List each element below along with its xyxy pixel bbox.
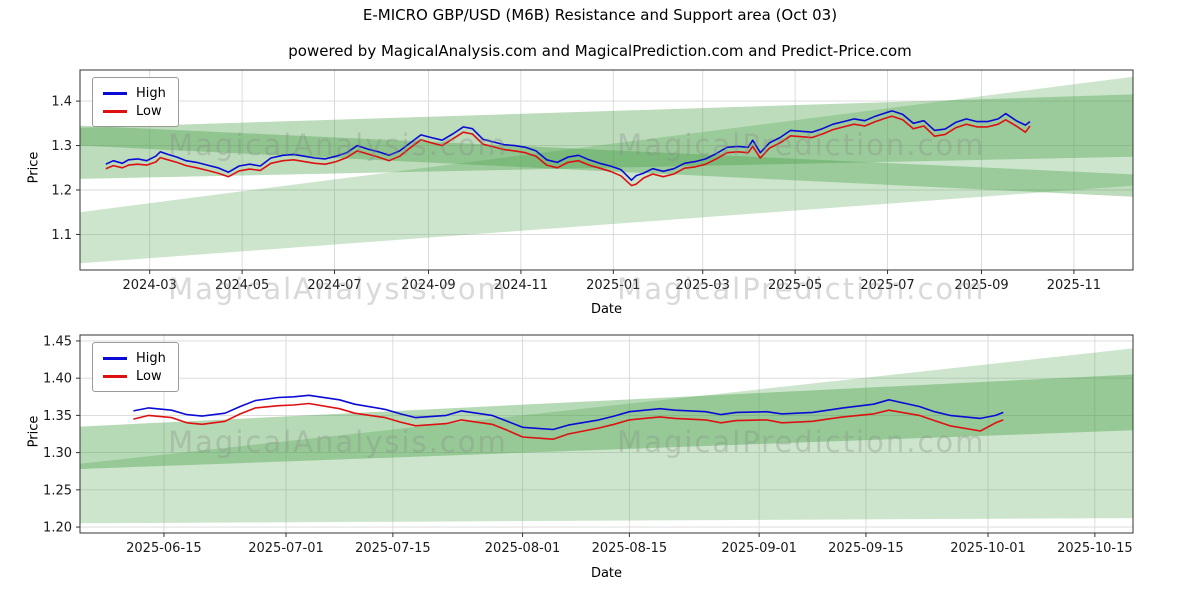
high-line-swatch (103, 91, 127, 95)
legend-bottom: High Low (92, 342, 179, 392)
high-line-swatch (103, 356, 127, 360)
y-tick-label: 1.35 (43, 409, 72, 424)
band-area-2 (80, 125, 1133, 197)
legend-item-low: Low (103, 102, 166, 120)
x-tick-label: 2025-06-15 (126, 541, 202, 556)
band-area-1 (80, 374, 1133, 469)
y-tick-label: 1.1 (51, 228, 72, 243)
band-area-1 (80, 94, 1133, 179)
x-tick-label: 2024-03 (123, 278, 177, 293)
y-tick-label: 1.3 (51, 139, 72, 154)
plot-frame (79, 69, 1134, 271)
watermark-text: MagicalPrediction.com (617, 128, 985, 162)
x-tick-label: 2024-07 (307, 278, 361, 293)
y-tick-label: 1.45 (43, 334, 72, 349)
legend-label-high: High (136, 350, 166, 366)
legend-item-high: High (103, 349, 166, 367)
y-tick-label: 1.4 (51, 95, 72, 110)
x-tick-label: 2025-05 (768, 278, 822, 293)
x-tick-label: 2024-09 (401, 278, 455, 293)
watermark-text: MagicalPrediction.com (617, 272, 985, 306)
low-line-swatch (103, 109, 127, 113)
figure-title: E-MICRO GBP/USD (M6B) Resistance and Sup… (362, 6, 838, 24)
y-tick-label: 1.30 (43, 446, 72, 461)
watermark-text: MagicalAnalysis.com (168, 128, 508, 162)
x-tick-label: 2025-09-15 (828, 541, 904, 556)
legend-label-low: Low (136, 103, 162, 119)
y-tick-label: 1.2 (51, 184, 72, 199)
x-tick-label: 2024-11 (494, 278, 548, 293)
x-tick-label: 2025-07-15 (355, 541, 431, 556)
x-tick-label: 2024-05 (215, 278, 269, 293)
legend-top: High Low (92, 77, 179, 127)
x-tick-label: 2025-03 (676, 278, 730, 293)
x-tick-label: 2025-10-15 (1057, 541, 1133, 556)
figure-subtitle: powered by MagicalAnalysis.com and Magic… (288, 42, 912, 60)
y-axis-label-bottom: Price (26, 415, 42, 448)
band-area-0 (80, 348, 1133, 524)
legend-label-low: Low (136, 368, 162, 384)
x-tick-label: 2025-09-01 (721, 541, 797, 556)
low-line-swatch (103, 374, 127, 378)
x-tick-label: 2025-07-01 (248, 541, 324, 556)
watermark-text: MagicalPrediction.com (617, 425, 985, 459)
x-tick-label: 2025-07 (860, 278, 914, 293)
x-axis-label-top: Date (590, 302, 623, 317)
x-tick-label: 2025-08-15 (592, 541, 668, 556)
plot-bg (80, 335, 1133, 533)
plot-frame (79, 334, 1134, 534)
high-line (105, 110, 1031, 181)
y-tick-label: 1.40 (43, 372, 72, 387)
y-axis-label-top: Price (26, 151, 42, 184)
low-line (105, 115, 1031, 187)
low-line (133, 402, 1004, 441)
high-line (133, 394, 1004, 431)
x-tick-label: 2025-01 (586, 278, 640, 293)
y-tick-label: 1.20 (43, 521, 72, 536)
x-tick-label: 2025-11 (1047, 278, 1101, 293)
x-tick-label: 2025-10-01 (950, 541, 1026, 556)
watermark-text: MagicalAnalysis.com (168, 425, 508, 459)
x-tick-label: 2025-08-01 (485, 541, 561, 556)
watermark-text: MagicalAnalysis.com (168, 272, 508, 306)
x-axis-label-bottom: Date (590, 566, 623, 581)
legend-label-high: High (136, 85, 166, 101)
x-tick-label: 2025-09 (954, 278, 1008, 293)
y-tick-label: 1.25 (43, 483, 72, 498)
legend-item-high: High (103, 84, 166, 102)
legend-item-low: Low (103, 367, 166, 385)
